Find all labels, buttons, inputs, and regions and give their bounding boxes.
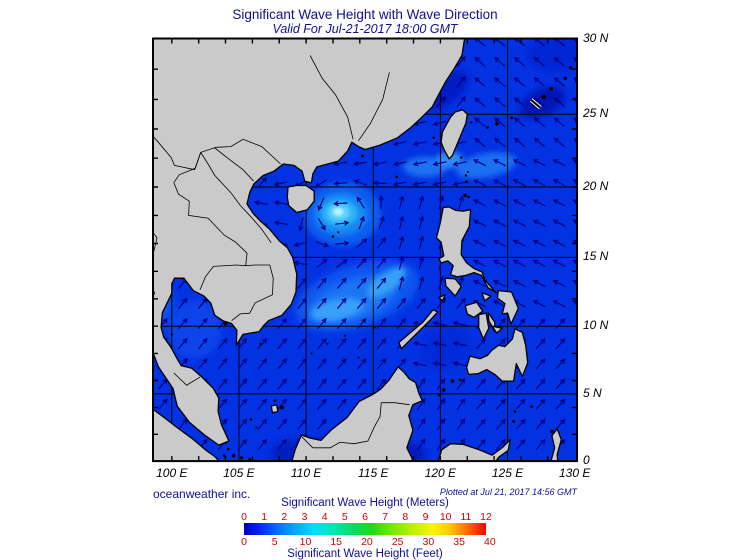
- lon-tick-label: 115 E: [358, 466, 389, 480]
- lon-tick-label: 105 E: [223, 466, 255, 480]
- lat-tick-label: 15 N: [583, 249, 609, 264]
- lat-tick-label: 20 N: [583, 178, 609, 193]
- chart-subtitle: Valid For Jul-21-2017 18:00 GMT: [272, 22, 458, 36]
- legend-feet-number: 0: [241, 536, 247, 548]
- land-mindoro: [444, 277, 462, 297]
- land-bohol: [491, 325, 503, 334]
- lat-tick-label: 5 N: [583, 385, 602, 400]
- land-luzon: [435, 206, 497, 294]
- legend-colorbar: [244, 523, 486, 535]
- lon-tick-label: 110 E: [290, 466, 322, 480]
- credit-text: oceanweather inc.: [153, 487, 251, 501]
- land-masbate: [481, 291, 492, 302]
- lat-tick-label: 0: [583, 453, 590, 468]
- legend-feet-number: 20: [361, 536, 373, 548]
- land-mindanao: [465, 328, 529, 382]
- legend-meters-number: 10: [439, 511, 452, 523]
- legend-meters-number: 12: [480, 511, 492, 523]
- legend-meters-number: 1: [261, 511, 268, 523]
- land-asia-mainland: [153, 38, 466, 446]
- legend-feet-number: 40: [484, 536, 496, 548]
- land-busuanga: [438, 294, 446, 302]
- land-natuna: [270, 404, 279, 414]
- lon-tick-label: 100 E: [156, 466, 188, 480]
- map-border: [152, 37, 578, 463]
- plotted-at-text: Plotted at Jul 21, 2017 14:56 GMT: [439, 487, 577, 497]
- legend-feet-number: 35: [453, 536, 465, 548]
- land-sulawesi: [437, 439, 511, 462]
- lat-tick-label: 10 N: [583, 318, 609, 333]
- lon-tick-label: 125 E: [491, 466, 524, 480]
- land-borneo: [291, 366, 423, 462]
- legend-feet-number: 10: [299, 536, 312, 548]
- lon-tick-label: 130 E: [559, 466, 591, 480]
- legend-meters-number: 2: [281, 511, 288, 523]
- legend-feet-number: 15: [330, 536, 343, 548]
- legend-meters-number: 0: [241, 511, 247, 523]
- lat-tick-label: 25 N: [583, 106, 609, 121]
- land-hainan: [286, 184, 315, 214]
- legend-meters-number: 5: [341, 511, 348, 523]
- legend-feet-number: 25: [391, 536, 404, 548]
- chart-title: Significant Wave Height with Wave Direct…: [232, 7, 498, 22]
- land-taiwan: [440, 109, 468, 160]
- land-palawan: [398, 309, 439, 350]
- land-negros: [478, 312, 490, 340]
- legend-meters-number: 3: [301, 511, 308, 523]
- legend-meters-number: 8: [402, 511, 409, 523]
- land-halmahera: [550, 428, 562, 462]
- land-samar-leyte: [496, 289, 519, 325]
- legend-feet-number: 5: [271, 536, 278, 548]
- lon-tick-label: 120 E: [424, 466, 457, 480]
- legend-meters-number: 9: [422, 511, 429, 523]
- legend-feet-title: Significant Wave Height (Feet): [287, 548, 443, 560]
- legend-meters-number: 4: [321, 511, 328, 523]
- lat-tick-label: 30 N: [583, 30, 609, 45]
- legend-feet-number: 30: [422, 536, 435, 548]
- legend-meters-number: 6: [362, 511, 368, 523]
- legend-meters-title: Significant Wave Height (Meters): [281, 497, 449, 509]
- legend-meters-number: 7: [382, 511, 389, 523]
- axis-ticks: [153, 38, 577, 462]
- legend-meters-number: 11: [460, 511, 472, 523]
